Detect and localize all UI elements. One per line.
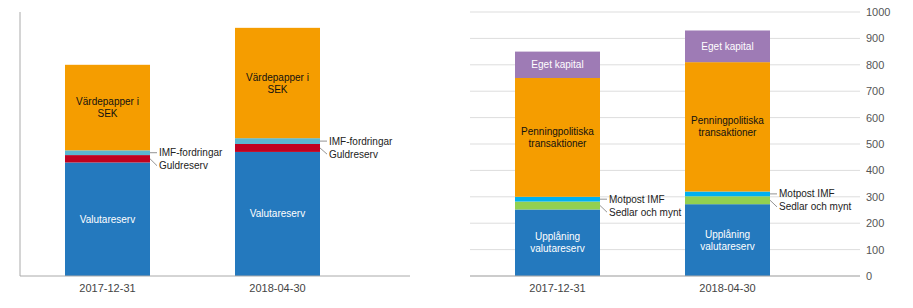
segment-label: Valutareserv bbox=[80, 214, 135, 225]
x-tick-label: 2018-04-30 bbox=[699, 282, 755, 294]
label-line: Penningpolitiska bbox=[521, 126, 594, 137]
y-tick-label: 600 bbox=[866, 112, 884, 124]
label-line: transaktioner bbox=[699, 127, 757, 138]
grid-line bbox=[470, 12, 860, 13]
y-tick-label: 900 bbox=[866, 32, 884, 44]
y-tick-label: 800 bbox=[866, 59, 884, 71]
label-line: Eget kapital bbox=[531, 59, 583, 70]
label-line: valutareserv bbox=[530, 243, 584, 254]
bar-segment bbox=[685, 196, 770, 204]
bar-segment bbox=[65, 65, 150, 151]
label-line: Upplåning bbox=[535, 231, 580, 242]
label-line: Guldreserv bbox=[159, 160, 208, 171]
grid-line bbox=[470, 38, 860, 39]
bar-segment bbox=[235, 28, 320, 138]
bars bbox=[65, 28, 320, 276]
segment-labels: ValutareservVärdepapper iSEKIMF-fordring… bbox=[76, 72, 393, 225]
bar-segment bbox=[65, 150, 150, 155]
label-line: Valutareserv bbox=[80, 214, 135, 225]
segment-label: Motpost IMF bbox=[779, 188, 835, 199]
y-axis-line bbox=[20, 12, 21, 276]
label-line: transaktioner bbox=[529, 138, 587, 149]
label-line: Sedlar och mynt bbox=[609, 207, 681, 218]
grid-line bbox=[470, 276, 860, 277]
segment-label: Motpost IMF bbox=[609, 194, 665, 205]
panel: 0 100 200 300 400 500 600 700 800 900 1000 Upplånin… bbox=[470, 6, 890, 294]
y-tick-label: 100 bbox=[866, 244, 884, 256]
bar-segment bbox=[515, 197, 600, 202]
label-line: Motpost IMF bbox=[609, 194, 665, 205]
label-line: Guldreserv bbox=[329, 149, 378, 160]
segment-labels: UpplåningvalutareservPenningpolitiskatra… bbox=[521, 41, 851, 254]
leader-line bbox=[600, 206, 607, 213]
leader-line bbox=[150, 159, 157, 166]
label-line: IMF-fordringar bbox=[159, 147, 223, 158]
bar-segment bbox=[515, 78, 600, 197]
label-line: SEK bbox=[267, 84, 287, 95]
segment-label: Sedlar och mynt bbox=[609, 207, 681, 218]
label-line: Upplåning bbox=[705, 229, 750, 240]
bar-segment bbox=[685, 62, 770, 191]
segment-label: Guldreserv bbox=[329, 149, 378, 160]
y-tick-label: 500 bbox=[866, 138, 884, 150]
label-line: valutareserv bbox=[700, 241, 754, 252]
y-tick-label: 700 bbox=[866, 85, 884, 97]
x-tick-label: 2018-04-30 bbox=[249, 282, 305, 294]
chart-root: ValutareservVärdepapper iSEKIMF-fordring… bbox=[0, 0, 913, 308]
label-line: Motpost IMF bbox=[779, 188, 835, 199]
label-line: SEK bbox=[97, 108, 117, 119]
leader-line bbox=[320, 141, 327, 142]
segment-label: Sedlar och mynt bbox=[779, 201, 851, 212]
y-tick-label: 200 bbox=[866, 217, 884, 229]
segment-label: Värdepapper iSEK bbox=[76, 96, 139, 119]
leader-line bbox=[600, 199, 607, 200]
segment-label: Upplåningvalutareserv bbox=[700, 229, 754, 252]
bar-segment bbox=[65, 162, 150, 276]
label-line: Penningpolitiska bbox=[691, 115, 764, 126]
segment-label: Penningpolitiskatransaktioner bbox=[521, 126, 594, 149]
leader-line bbox=[320, 148, 327, 154]
bar-segment bbox=[65, 155, 150, 162]
bar-segment bbox=[235, 152, 320, 276]
segment-label: Guldreserv bbox=[159, 160, 208, 171]
bar-segment bbox=[515, 209, 600, 276]
leader-line bbox=[150, 152, 157, 153]
bar-segment bbox=[235, 138, 320, 144]
x-tick-label: 2017-12-31 bbox=[79, 282, 135, 294]
segment-label: Eget kapital bbox=[531, 59, 583, 70]
panel: ValutareservVärdepapper iSEKIMF-fordring… bbox=[20, 12, 410, 294]
segment-label: Eget kapital bbox=[701, 41, 753, 52]
segment-label: Valutareserv bbox=[250, 208, 305, 219]
bar-segment bbox=[515, 52, 600, 78]
label-line: Eget kapital bbox=[701, 41, 753, 52]
x-tick-label: 2017-12-31 bbox=[529, 282, 585, 294]
bar-segment bbox=[685, 30, 770, 62]
x-axis-line bbox=[20, 276, 410, 277]
segment-label: Penningpolitiskatransaktioner bbox=[691, 115, 764, 138]
bars bbox=[515, 30, 770, 276]
segment-label: IMF-fordringar bbox=[329, 136, 393, 147]
bar-segment bbox=[685, 192, 770, 197]
x-axis-line bbox=[470, 276, 860, 277]
y-tick-label: 300 bbox=[866, 191, 884, 203]
y-tick-label: 0 bbox=[866, 270, 872, 282]
label-line: Valutareserv bbox=[250, 208, 305, 219]
segment-label: Värdepapper iSEK bbox=[246, 72, 309, 95]
bar-segment bbox=[515, 202, 600, 210]
bar-segment bbox=[235, 144, 320, 152]
segment-label: Upplåningvalutareserv bbox=[530, 231, 584, 254]
label-line: IMF-fordringar bbox=[329, 136, 393, 147]
y-tick-label: 1000 bbox=[866, 6, 890, 18]
label-line: Värdepapper i bbox=[246, 72, 309, 83]
bar-segment bbox=[685, 204, 770, 276]
y-tick-label: 400 bbox=[866, 164, 884, 176]
label-line: Värdepapper i bbox=[76, 96, 139, 107]
label-line: Sedlar och mynt bbox=[779, 201, 851, 212]
leader-line bbox=[770, 193, 777, 194]
leader-line bbox=[770, 200, 777, 207]
segment-label: IMF-fordringar bbox=[159, 147, 223, 158]
